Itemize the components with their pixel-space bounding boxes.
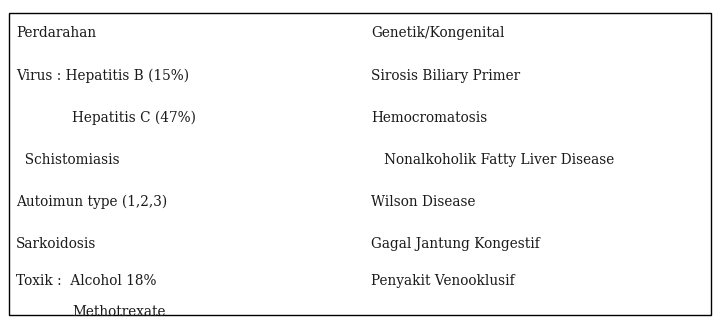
Text: Sirosis Biliary Primer: Sirosis Biliary Primer bbox=[371, 69, 520, 83]
Text: Autoimun type (1,2,3): Autoimun type (1,2,3) bbox=[16, 194, 167, 209]
Text: Gagal Jantung Kongestif: Gagal Jantung Kongestif bbox=[371, 237, 539, 251]
Text: Sarkoidosis: Sarkoidosis bbox=[16, 237, 96, 251]
Text: Hemocromatosis: Hemocromatosis bbox=[371, 111, 487, 125]
Text: Genetik/Kongenital: Genetik/Kongenital bbox=[371, 26, 504, 40]
Text: Methotrexate: Methotrexate bbox=[72, 305, 166, 318]
Text: Schistomiasis: Schistomiasis bbox=[16, 153, 120, 167]
Text: Wilson Disease: Wilson Disease bbox=[371, 195, 475, 209]
Text: Perdarahan: Perdarahan bbox=[16, 26, 96, 40]
Text: Toxik :  Alcohol 18%: Toxik : Alcohol 18% bbox=[16, 274, 156, 288]
Text: Penyakit Venooklusif: Penyakit Venooklusif bbox=[371, 274, 514, 288]
Text: Nonalkoholik Fatty Liver Disease: Nonalkoholik Fatty Liver Disease bbox=[371, 153, 614, 167]
Text: Virus : Hepatitis B (15%): Virus : Hepatitis B (15%) bbox=[16, 68, 189, 83]
FancyBboxPatch shape bbox=[9, 13, 711, 315]
Text: Hepatitis C (47%): Hepatitis C (47%) bbox=[72, 110, 196, 125]
